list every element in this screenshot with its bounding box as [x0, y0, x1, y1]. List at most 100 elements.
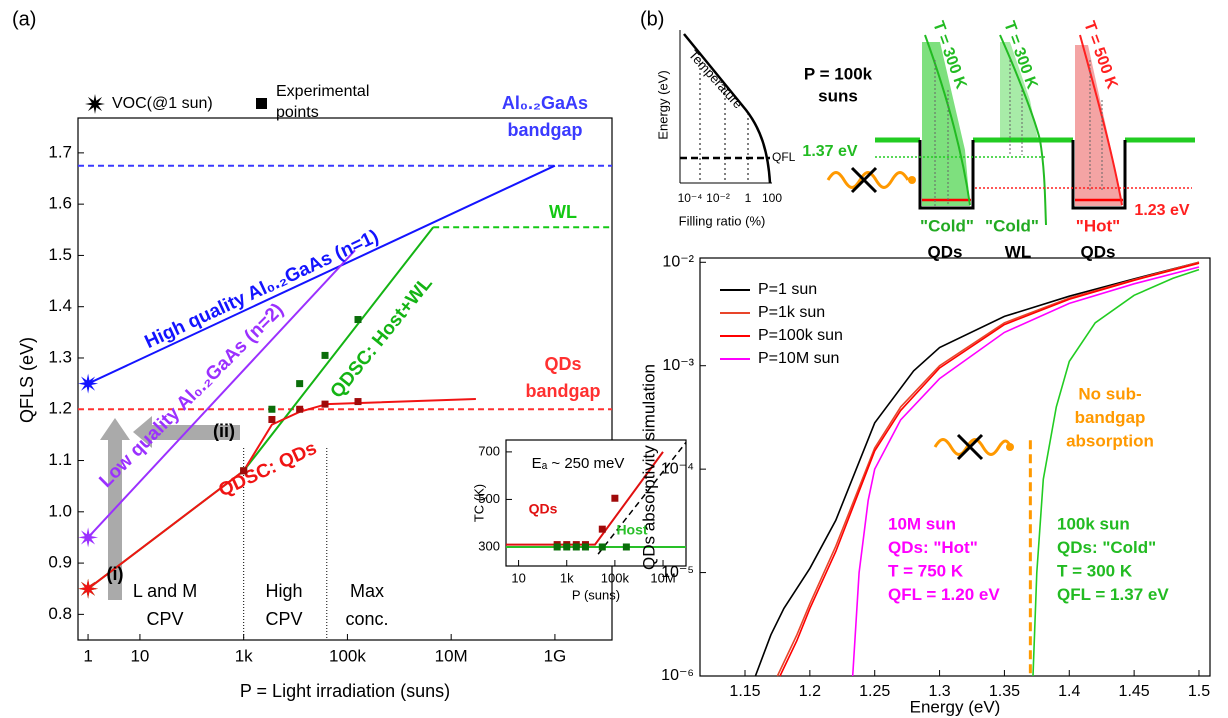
reference-label: Al₀.₂GaAs — [502, 93, 588, 113]
series-label: QDSC: QDs — [216, 438, 321, 502]
reference-label: QDs — [544, 354, 581, 374]
axis-label: Filling ratio (%) — [679, 213, 766, 228]
reference-label: WL — [549, 202, 577, 222]
y-tick-label: 0.9 — [48, 553, 72, 572]
axis-label: Energy (eV) — [655, 70, 670, 139]
photon-head — [1006, 443, 1014, 451]
x-tick-label: 1k — [560, 570, 574, 585]
y-axis-label: TC (K) — [471, 484, 486, 522]
x-tick-label: 1k — [235, 646, 253, 665]
data-point — [553, 543, 561, 551]
series-line — [779, 262, 1200, 677]
tick-label: 1 — [745, 191, 752, 205]
voc-star — [78, 578, 99, 599]
legend-symbol — [256, 98, 267, 109]
legend-label: VOC(@1 sun) — [112, 95, 213, 112]
region-label: CPV — [146, 609, 183, 629]
legend-label: P=1k sun — [758, 304, 825, 321]
region-label: conc. — [345, 609, 388, 629]
annotation: No sub- — [1078, 384, 1141, 403]
y-tick-label: 1.2 — [48, 399, 72, 418]
x-tick-label: 1.2 — [799, 683, 821, 700]
x-axis-label: P = Light irradiation (suns) — [240, 681, 450, 701]
y-tick-label: 10⁻⁵ — [661, 564, 694, 581]
data-point — [598, 543, 606, 551]
legend-label: P=100k sun — [758, 327, 843, 344]
qfl-label: QFL — [772, 150, 796, 164]
temperature-curve — [999, 34, 1047, 226]
occupation-fill — [922, 42, 970, 206]
y-axis-label: QDs absorptivity simulation — [639, 364, 658, 570]
series-label: QDs — [529, 501, 558, 517]
x-tick-label: 10M — [435, 646, 468, 665]
region-label: WL — [1005, 242, 1031, 261]
series-line — [776, 261, 1200, 677]
dotted-lines — [934, 60, 1103, 206]
series-line — [1032, 268, 1200, 677]
annotation: 10M sun — [888, 514, 956, 533]
x-tick-label: 1.45 — [1119, 683, 1150, 700]
cross — [850, 166, 878, 194]
x-tick-label: 1.35 — [989, 683, 1020, 700]
annotation: QFL = 1.37 eV — [1057, 585, 1169, 604]
legend-label: P=1 sun — [758, 281, 817, 298]
reference-label: bandgap — [526, 381, 601, 401]
annotation: 100k sun — [1057, 514, 1130, 533]
region-label: Max — [350, 581, 384, 601]
state-label: "Hot" — [1076, 216, 1120, 235]
x-tick-label: 1.15 — [729, 683, 760, 700]
series-line — [87, 164, 556, 385]
annotation: T = 300 K — [1057, 561, 1133, 580]
y-tick-label: 500 — [478, 491, 500, 506]
occupation-fill — [1075, 45, 1122, 206]
data-point — [268, 416, 276, 424]
series-line — [754, 261, 1200, 677]
x-axis-label: P (suns) — [572, 587, 620, 602]
data-point — [240, 467, 248, 475]
occupation-fill — [1000, 42, 1038, 140]
region-label: L and M — [133, 581, 197, 601]
state-label: "Cold" — [920, 216, 974, 235]
temperature-curve — [924, 34, 971, 206]
tick-label: 10⁻⁴ — [678, 191, 703, 205]
x-tick-label: 1G — [544, 646, 567, 665]
data-point — [598, 525, 606, 533]
y-axis-label: QFLS (eV) — [17, 337, 37, 423]
y-tick-label: 1.1 — [48, 450, 72, 469]
state-label: "Cold" — [985, 216, 1039, 235]
x-tick-label: 100k — [601, 570, 630, 585]
voc-star — [78, 373, 99, 394]
power-label: suns — [818, 86, 858, 105]
data-point — [354, 398, 362, 406]
data-point — [572, 543, 580, 551]
quantum-well — [1071, 140, 1127, 210]
y-tick-label: 10⁻³ — [662, 357, 694, 374]
level-label: 1.37 eV — [802, 143, 857, 160]
panel-label: (a) — [12, 8, 36, 30]
photon-arrow — [933, 438, 1013, 456]
plot-frame — [699, 257, 1211, 677]
series-line — [506, 451, 664, 546]
x-axis-label: Energy (eV) — [910, 697, 1001, 716]
voc-star — [78, 527, 99, 548]
temperature-curve — [1079, 34, 1123, 206]
y-tick-label: 1.5 — [48, 245, 72, 264]
region-label: QDs — [1081, 242, 1116, 261]
legend-symbol — [85, 94, 105, 114]
legend-label: Experimental — [276, 83, 369, 100]
series-line — [87, 398, 476, 590]
y-tick-label: 700 — [478, 443, 500, 458]
annotation: Eₐ ~ 250 meV — [532, 455, 625, 472]
photon-arrow — [826, 171, 910, 189]
y-tick-label: 10⁻⁴ — [661, 460, 694, 477]
x-tick-label: 1.3 — [928, 683, 950, 700]
legend-label: P=10M sun — [758, 350, 839, 367]
photon-head — [908, 176, 916, 184]
data-point — [611, 494, 619, 502]
series-label: Host — [616, 522, 647, 538]
data-point — [581, 543, 589, 551]
x-tick-label: 100k — [329, 646, 366, 665]
data-point — [622, 543, 630, 551]
